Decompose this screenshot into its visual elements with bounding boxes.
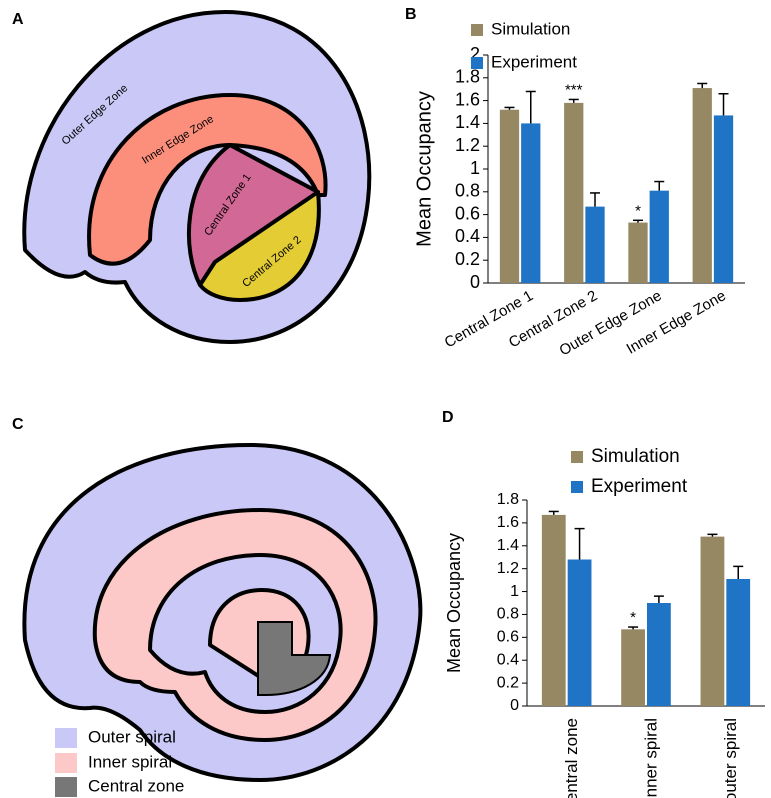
y-tick-label: 2 [470, 44, 480, 64]
y-tick-label: 1 [470, 158, 480, 178]
bar [499, 109, 520, 283]
y-tick-label: 0.4 [455, 226, 480, 246]
y-tick-label: 0.8 [497, 606, 519, 623]
y-tick-label: 1.8 [497, 491, 519, 508]
y-tick-label: 1.4 [497, 537, 519, 554]
panel-letter: D [442, 409, 454, 426]
error-bar [653, 595, 664, 603]
bar [726, 578, 751, 706]
error-bar [568, 98, 579, 103]
error-bar [590, 192, 601, 207]
error-bar [718, 93, 729, 116]
y-tick-label: 1.2 [497, 560, 519, 577]
bar [700, 536, 725, 706]
y-tick-label: 1.4 [455, 112, 480, 132]
error-bar [654, 180, 665, 191]
y-tick-label: 0.6 [497, 629, 519, 646]
y-tick-label: 0.4 [497, 651, 519, 668]
panel-letter: A [12, 11, 24, 28]
bar [564, 102, 584, 283]
significance-label: * [630, 609, 636, 626]
y-tick-label: 1.2 [455, 135, 480, 155]
legend-swatch [55, 753, 77, 773]
y-tick-label: 0 [470, 272, 480, 292]
error-bar [632, 219, 643, 223]
y-tick-label: 1.6 [497, 514, 519, 531]
x-tick-label: outer spiral [721, 718, 740, 798]
bar [647, 603, 671, 706]
legend-label: Outer spiral [88, 727, 176, 746]
legend-label: Central zone [88, 776, 184, 795]
y-tick-label: 0.6 [455, 203, 480, 223]
legend-swatch [471, 24, 483, 36]
error-bar [733, 565, 744, 579]
bar [692, 88, 712, 283]
significance-label: * [635, 202, 641, 219]
spiral-diagram-c [22, 443, 423, 782]
error-bar [548, 510, 559, 515]
bar [628, 222, 648, 283]
error-bar [628, 626, 639, 630]
error-bar [574, 527, 585, 560]
bar [541, 514, 566, 706]
y-tick-label: 1.6 [455, 89, 480, 109]
bar [649, 190, 669, 283]
error-bar [525, 90, 536, 124]
y-tick-label: 0.2 [455, 249, 480, 269]
bar [621, 629, 645, 706]
significance-label: *** [565, 81, 583, 98]
legend-swatch [471, 57, 483, 69]
y-tick-label: 0.2 [497, 674, 519, 691]
legend-label: Simulation [491, 19, 570, 38]
panel-letter: B [405, 6, 417, 23]
y-tick-label: 1 [510, 583, 519, 600]
bar [567, 559, 592, 706]
panel-letter: C [12, 416, 24, 433]
legend-swatch [571, 451, 583, 463]
y-tick-label: 0.8 [455, 181, 480, 201]
y-tick-label: 1.8 [455, 67, 480, 87]
legend-swatch [55, 728, 77, 748]
bar [585, 206, 605, 283]
error-bar [504, 106, 515, 110]
legend-label: Experiment [491, 52, 577, 71]
bar [713, 115, 734, 283]
y-axis-label: Mean Occupancy [444, 533, 464, 673]
legend-label: Inner spiral [88, 752, 172, 771]
x-tick-label: inner spiral [641, 718, 660, 798]
legend-swatch [55, 777, 77, 797]
error-bar [697, 82, 708, 89]
spiral-diagram-a [22, 10, 372, 344]
y-tick-label: 0 [510, 697, 519, 714]
bar [521, 123, 541, 284]
x-tick-label: central zone [562, 718, 581, 798]
legend-swatch [571, 481, 583, 493]
y-axis-label: Mean Occupancy [413, 91, 435, 247]
legend-label: Simulation [591, 446, 680, 467]
legend-label: Experiment [591, 476, 688, 497]
error-bar [707, 533, 718, 537]
